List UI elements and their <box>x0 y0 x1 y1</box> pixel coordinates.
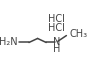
Text: N: N <box>53 38 60 47</box>
Text: H₂N: H₂N <box>0 38 18 47</box>
Text: HCl: HCl <box>48 14 65 24</box>
Text: CH₃: CH₃ <box>69 29 87 39</box>
Text: HCl: HCl <box>48 23 65 33</box>
Text: H: H <box>53 44 60 54</box>
